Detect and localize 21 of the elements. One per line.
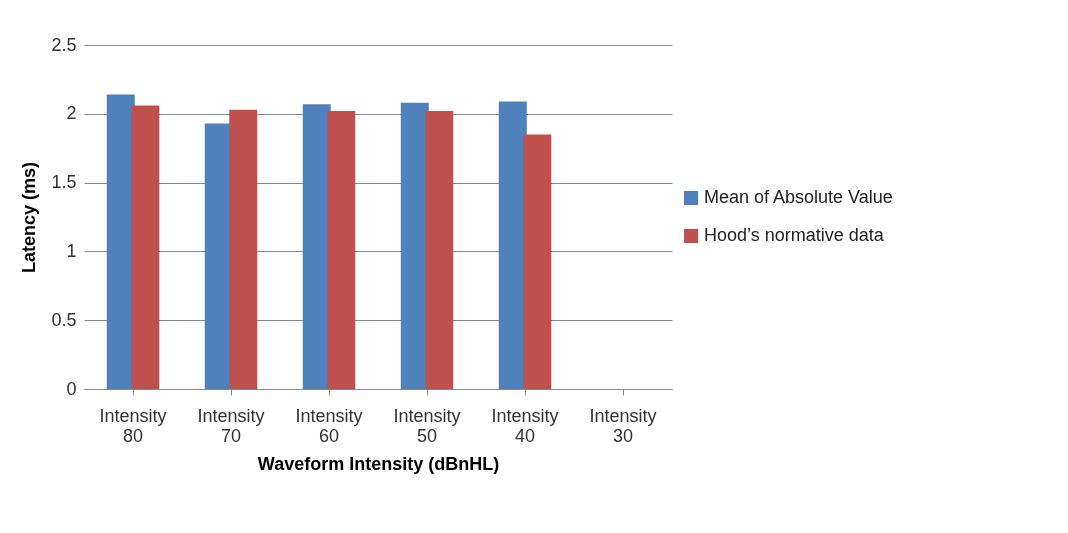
y-axis-title: Latency (ms) bbox=[19, 161, 40, 274]
y-tick-label: 1.5 bbox=[51, 172, 77, 193]
x-tick-label: Intensity 30 bbox=[589, 405, 657, 446]
y-tick-label: 1 bbox=[66, 240, 77, 261]
x-tick-label: Intensity 60 bbox=[295, 405, 363, 446]
legend-label: Hood’s normative data bbox=[704, 225, 885, 245]
x-axis-title: Waveform Intensity (dBnHL) bbox=[257, 453, 500, 474]
y-tick-label: 0 bbox=[66, 378, 77, 399]
y-tick-label: 0.5 bbox=[51, 309, 77, 330]
x-tick-label: Intensity 50 bbox=[393, 405, 461, 446]
x-tick-label: Intensity 40 bbox=[491, 405, 559, 446]
bar bbox=[523, 134, 552, 389]
x-tick-label: Intensity 80 bbox=[99, 405, 167, 446]
x-tick-label: Intensity 70 bbox=[197, 405, 265, 446]
y-tick-label: 2 bbox=[66, 103, 77, 124]
bar bbox=[327, 111, 356, 389]
bar bbox=[131, 105, 160, 389]
legend-label: Mean of Absolute Value bbox=[704, 187, 893, 207]
y-tick-label: 2.5 bbox=[51, 34, 77, 55]
bar bbox=[425, 111, 454, 389]
bar bbox=[229, 109, 258, 389]
